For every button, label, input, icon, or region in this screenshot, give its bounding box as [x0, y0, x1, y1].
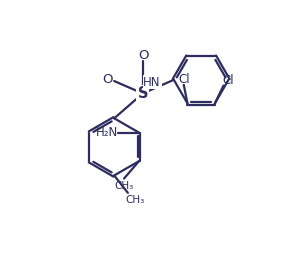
Text: Cl: Cl — [178, 73, 190, 86]
Text: HN: HN — [143, 76, 161, 89]
Text: Cl: Cl — [223, 74, 234, 87]
Text: O: O — [138, 49, 149, 62]
Text: CH₃: CH₃ — [114, 181, 134, 190]
Text: H₂N: H₂N — [96, 126, 118, 139]
Text: O: O — [102, 73, 113, 86]
Text: CH₃: CH₃ — [125, 195, 144, 205]
Text: S: S — [137, 86, 148, 101]
